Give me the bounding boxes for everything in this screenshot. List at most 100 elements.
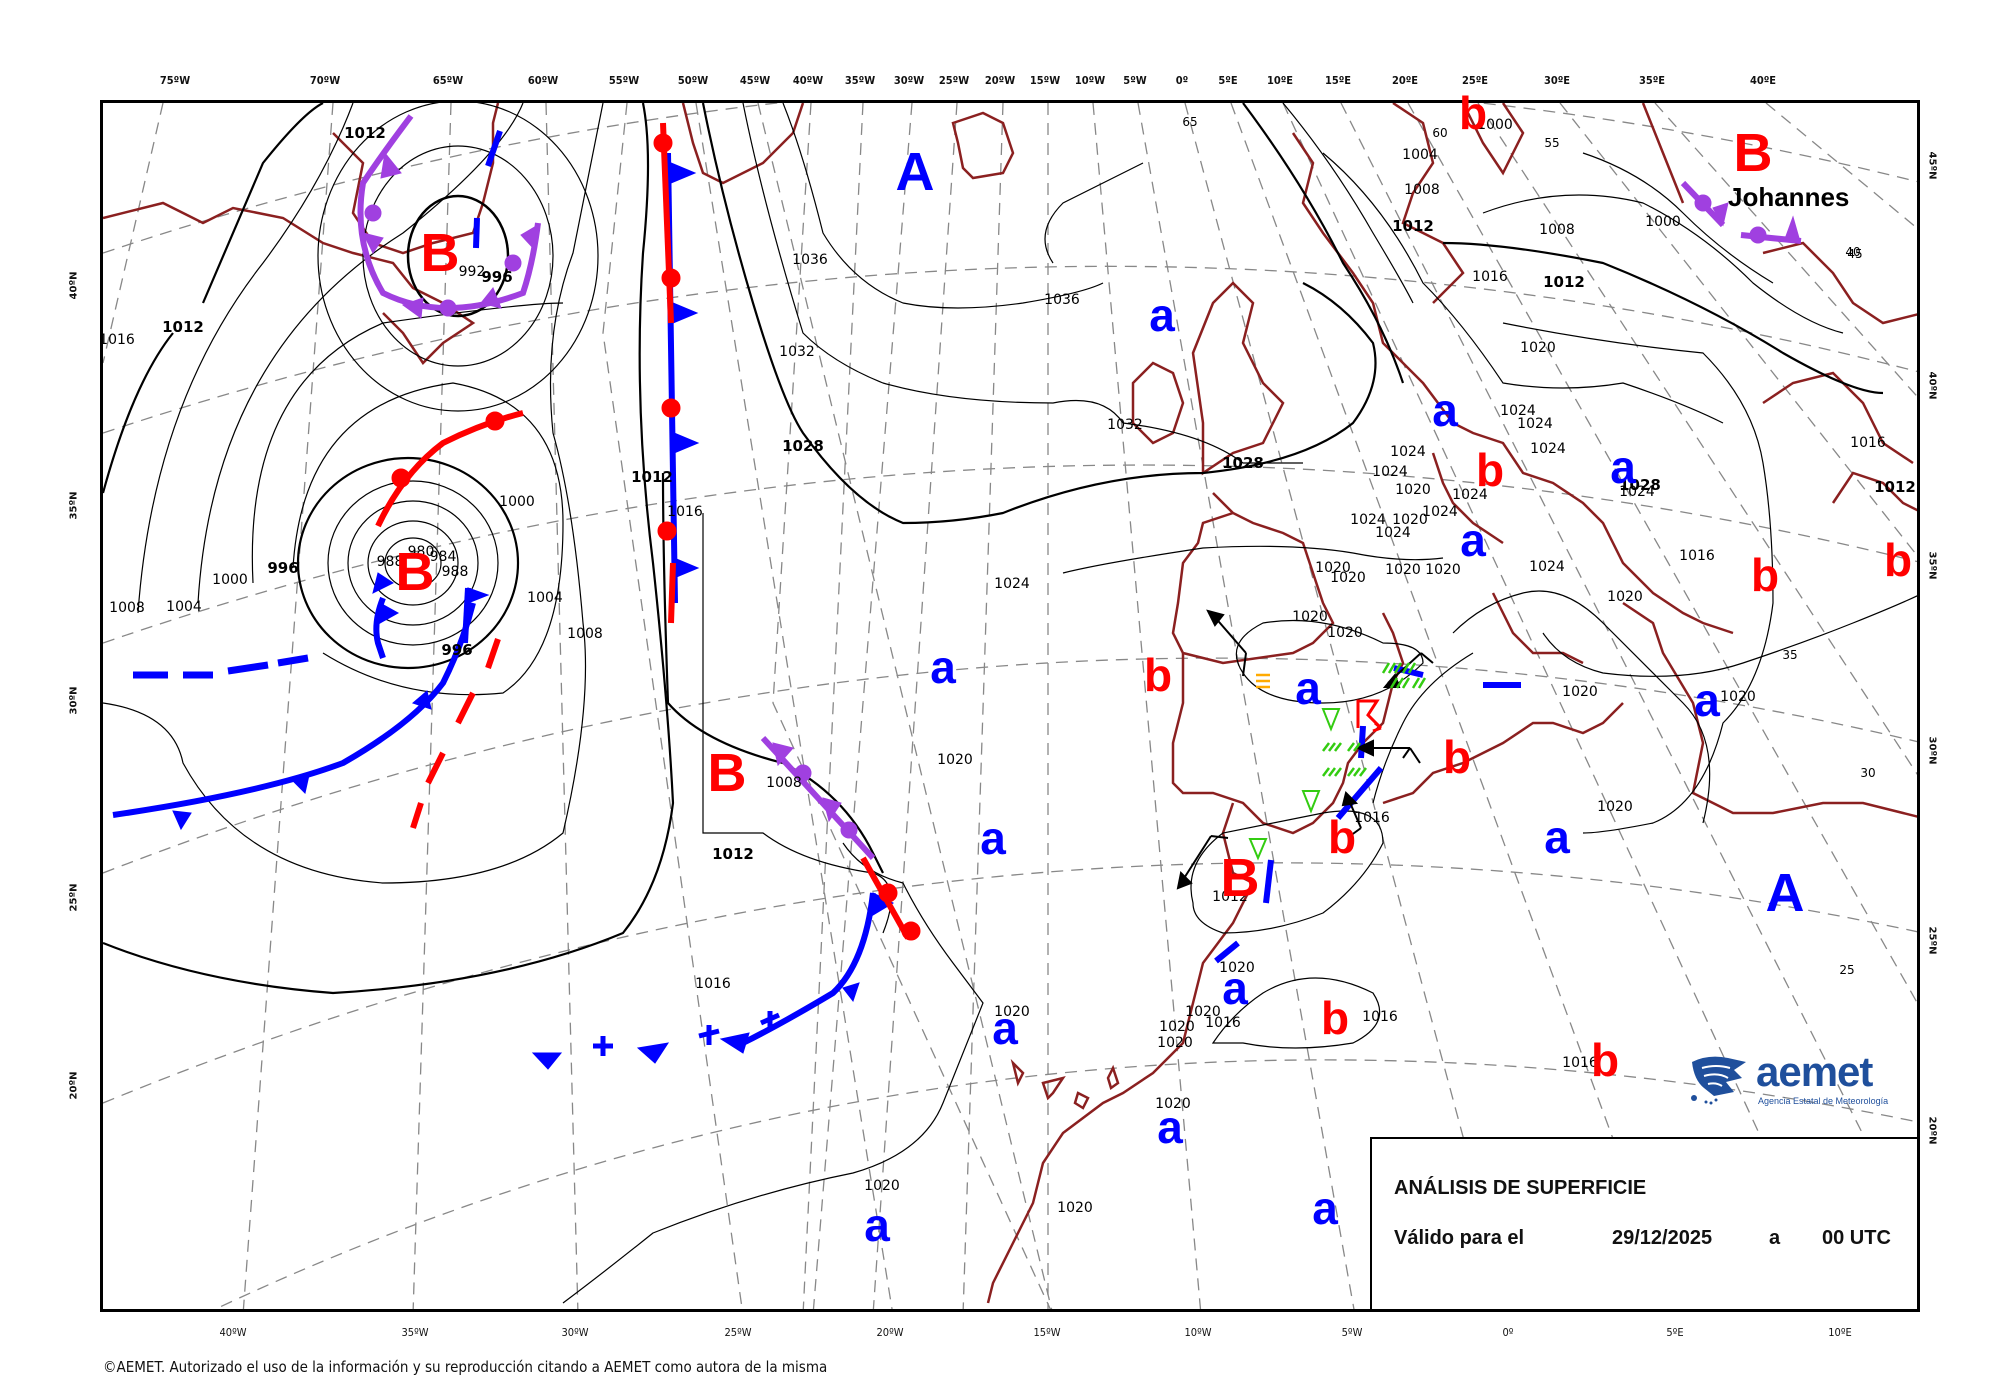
longitude-tick: 30ºW: [561, 1326, 589, 1339]
isobar-label: 1012: [1392, 217, 1434, 235]
longitude-tick: 30ºW: [893, 74, 925, 87]
isobar-label: 1004: [1402, 147, 1438, 163]
low-pressure-center: B: [707, 743, 747, 803]
isobar-label: 1000: [1645, 214, 1681, 230]
isobar-label: 1012: [1543, 273, 1585, 291]
isobar-label: 988: [441, 564, 469, 580]
isobar-label: 1020: [1392, 512, 1428, 528]
isobar-label: 1020: [1292, 609, 1328, 625]
relative-low-marker: b: [1320, 992, 1350, 1044]
grid-label: 45: [1847, 247, 1863, 261]
isobar-label: 992: [458, 264, 486, 280]
valid-date: 29/12/2025: [1612, 1227, 1713, 1249]
valid-separator: a: [1769, 1227, 1781, 1249]
isobar-label: 1024: [1517, 416, 1553, 432]
relative-low-marker: b: [1442, 731, 1472, 783]
relative-low-marker: b: [1327, 811, 1357, 863]
isobar-label: 1036: [792, 252, 828, 268]
longitude-tick: 25ºE: [1461, 74, 1489, 87]
coastlines: [103, 103, 1917, 1304]
isobar-label: 1016: [695, 976, 731, 992]
fog-icon: [1256, 673, 1270, 689]
high-pressure-center: A: [1765, 863, 1805, 923]
isobar-label: 1016: [1205, 1015, 1241, 1031]
isobar-label: 1028: [1619, 476, 1661, 494]
isobar-label: 996: [267, 559, 299, 577]
longitude-tick: 60ºW: [527, 74, 559, 87]
grid-label: 55: [1544, 136, 1560, 150]
isobar-label: 1000: [499, 494, 535, 510]
longitude-tick: 15ºW: [1033, 1326, 1061, 1339]
valid-label: Válido para el: [1394, 1227, 1525, 1249]
isobar-label: 1012: [712, 845, 754, 863]
low-pressure-center: B: [1220, 848, 1260, 908]
isobar-label: 1024: [1375, 525, 1411, 541]
isobar-label: 1024: [1422, 504, 1458, 520]
grid-label: 40: [1845, 245, 1861, 259]
isobar-label: 1024: [1530, 441, 1566, 457]
longitude-tick: 30ºE: [1543, 74, 1571, 87]
occluded-fronts: [357, 114, 1802, 861]
thunderstorm-icon: [1356, 699, 1383, 733]
isobar-label: 1020: [1330, 570, 1366, 586]
longitude-tick: 5ºE: [1218, 74, 1238, 87]
warm-fronts: [375, 122, 921, 941]
isobar-label: 1008: [1404, 182, 1440, 198]
isobar-label: 1028: [782, 437, 824, 455]
copyright-notice: ©AEMET. Autorizado el uso de la informac…: [103, 1358, 828, 1376]
grid-label: 65: [1182, 115, 1198, 129]
isobar-label: 1024: [1452, 487, 1488, 503]
isobar-label: 1012: [162, 318, 204, 336]
weather-map-canvas: [103, 103, 1917, 1309]
isobar-label: 1012: [1874, 478, 1916, 496]
map-frame: [100, 100, 1920, 1312]
longitude-tick: 55ºW: [608, 74, 640, 87]
low-pressure-center: B: [1733, 123, 1773, 183]
latitude-tick: 35ºN: [1926, 551, 1938, 580]
longitude-tick: 50ºW: [677, 74, 709, 87]
map-title-box: ANÁLISIS DE SUPERFICIE Válido para el 29…: [1370, 1137, 1917, 1309]
isobar-label: 1024: [1529, 559, 1565, 575]
isobar-label: 1008: [567, 626, 603, 642]
storm-name-label: Johannes: [1728, 182, 1850, 212]
isobar-label: 996: [441, 641, 473, 659]
longitude-tick: 10ºW: [1184, 1326, 1212, 1339]
isobar-label: 1024: [1500, 403, 1536, 419]
valid-time: 00 UTC: [1822, 1227, 1891, 1249]
isobar-label: 1020: [1425, 562, 1461, 578]
isobar-label: 1024: [1350, 512, 1386, 528]
isobar-label: 1020: [1327, 625, 1363, 641]
aemet-wordmark: aemet: [1756, 1048, 1873, 1095]
aemet-logo[interactable]: aemet Agencia Estatal de Meteorología: [1688, 1048, 1920, 1112]
isobar-label: 988: [376, 554, 404, 570]
relative-low-marker: b: [1475, 444, 1505, 496]
longitude-tick: 15ºW: [1029, 74, 1061, 87]
relative-high-marker: a: [1544, 811, 1570, 863]
longitude-tick: 40ºW: [792, 74, 824, 87]
relative-high-marker: a: [1694, 674, 1720, 726]
low-pressure-center: B: [420, 223, 460, 283]
isobar-label: 1020: [1219, 960, 1255, 976]
map-title: ANÁLISIS DE SUPERFICIE: [1394, 1177, 1647, 1199]
relative-high-marker: a: [1295, 662, 1321, 714]
isobar-label: 1020: [1155, 1096, 1191, 1112]
isobar-label: 1020: [1385, 562, 1421, 578]
longitude-tick: 40ºW: [219, 1326, 247, 1339]
isobar-label: 984: [429, 549, 457, 565]
relative-high-marker: a: [930, 641, 956, 693]
isobar-label: 1020: [1185, 1004, 1221, 1020]
isobar-label: 1024: [994, 576, 1030, 592]
isobar-label: 1024: [1390, 444, 1426, 460]
aemet-subtitle: Agencia Estatal de Meteorología: [1758, 1096, 1889, 1106]
longitude-tick: 20ºW: [876, 1326, 904, 1339]
low-pressure-center: B: [395, 542, 435, 602]
isobar-label: 1016: [99, 332, 135, 348]
latitude-tick: 20ºN: [1926, 1116, 1938, 1145]
longitude-tick: 35ºW: [844, 74, 876, 87]
isobar-label: 1036: [1044, 292, 1080, 308]
longitude-tick: 35ºE: [1638, 74, 1666, 87]
latitude-tick: 30ºN: [68, 686, 80, 715]
relative-high-marker: a: [1610, 441, 1636, 493]
longitude-tick: 20ºE: [1391, 74, 1419, 87]
longitude-tick: 5ºE: [1666, 1326, 1684, 1339]
